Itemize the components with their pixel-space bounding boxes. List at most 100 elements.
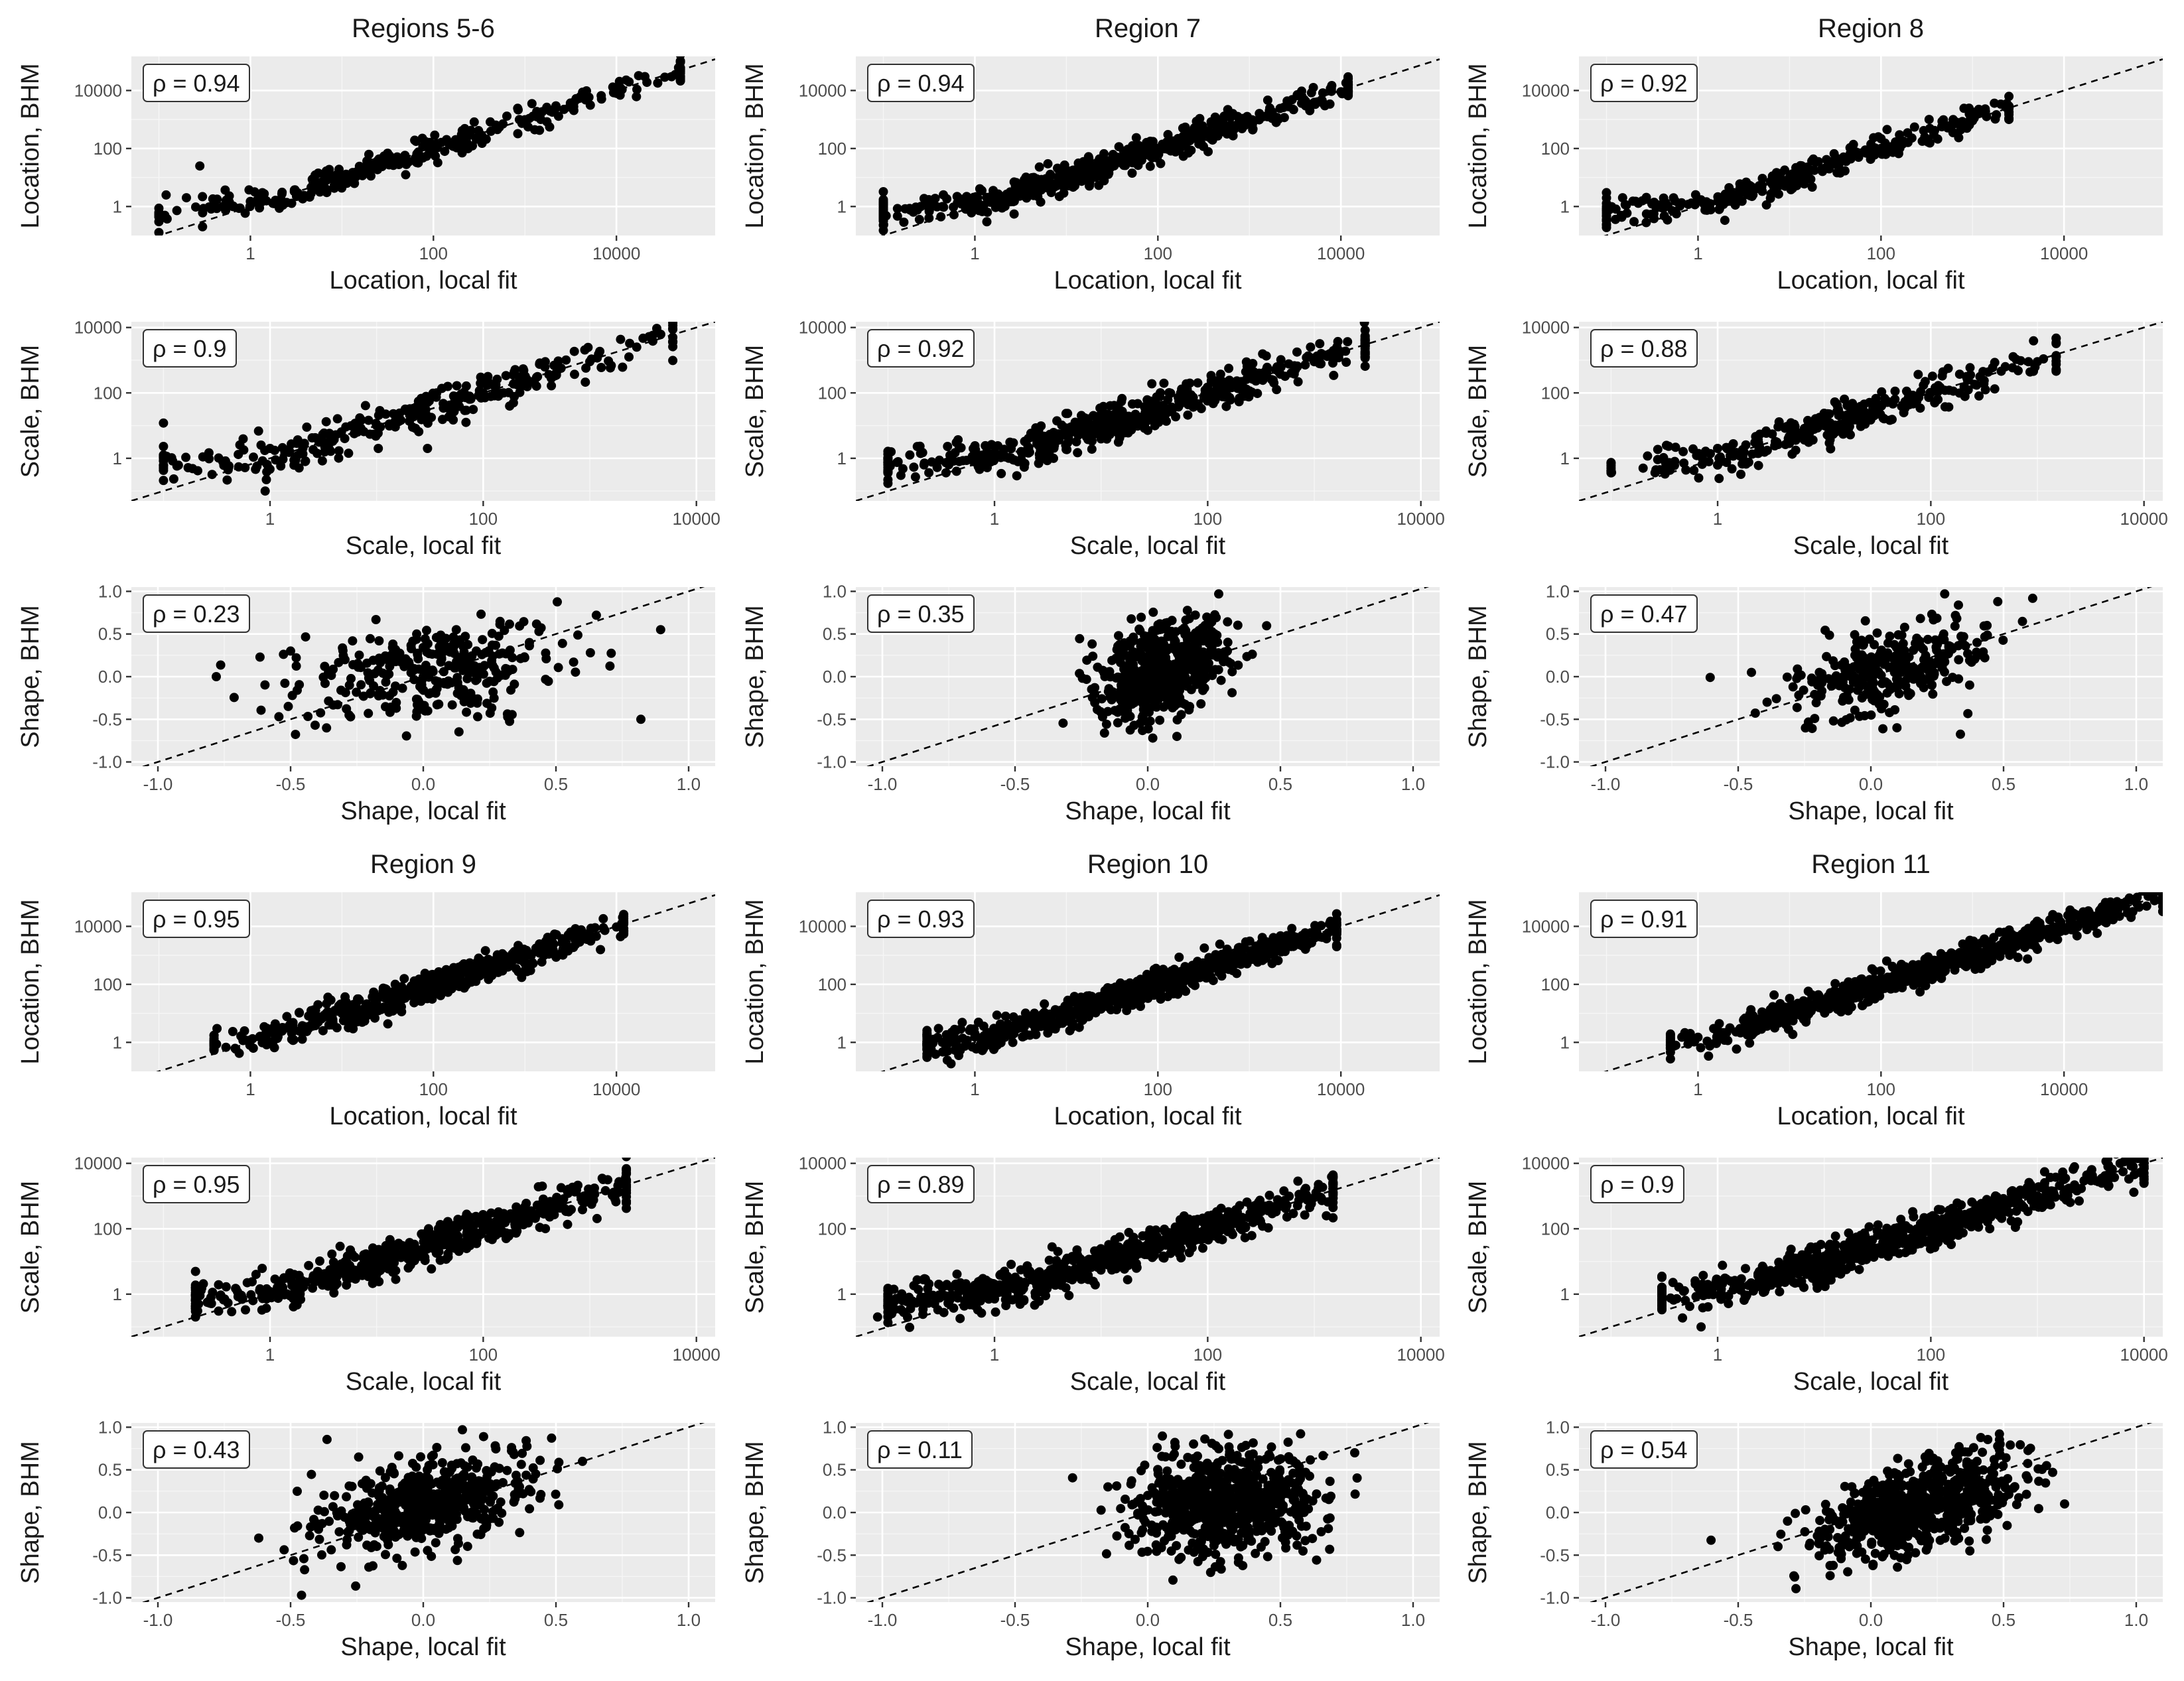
data-points [922, 909, 1341, 1069]
data-point [1004, 193, 1014, 203]
data-point [1227, 383, 1237, 393]
correlation-label-box [143, 900, 250, 938]
data-point [334, 446, 344, 456]
data-point [1602, 223, 1611, 232]
data-point [269, 198, 279, 208]
y-tick-label: 1 [837, 196, 847, 216]
data-point [892, 204, 902, 214]
data-point [190, 1304, 200, 1313]
data-point [1199, 943, 1209, 953]
data-point [571, 931, 581, 941]
data-point [514, 115, 524, 125]
data-point [1117, 397, 1126, 407]
data-point [484, 955, 493, 965]
data-point [1292, 347, 1302, 357]
data-point [922, 1049, 932, 1059]
data-point [1227, 960, 1237, 970]
data-point [2004, 92, 2014, 101]
data-point [1179, 135, 1188, 145]
data-point [332, 414, 342, 424]
correlation-label: ρ = 0.93 [877, 906, 965, 933]
data-point [1082, 429, 1092, 438]
data-point [1000, 1011, 1010, 1021]
data-point [1959, 382, 1969, 391]
data-point [285, 1020, 295, 1030]
data-point [1694, 473, 1704, 483]
data-point [632, 84, 642, 94]
data-point [1053, 163, 1062, 173]
data-point [1056, 431, 1065, 441]
data-point [596, 91, 606, 101]
x-axis-title: Scale, local fit [1793, 532, 1949, 560]
data-point [1068, 1009, 1078, 1019]
data-point [1020, 190, 1030, 200]
data-point [905, 450, 915, 460]
data-point [2004, 103, 2014, 112]
data-point [2005, 943, 2015, 953]
identity-reference-line [1579, 322, 2163, 501]
data-point [308, 444, 318, 454]
data-point [1602, 198, 1611, 208]
data-point [1243, 391, 1253, 401]
x-tick-label: 1 [245, 243, 255, 263]
data-point [1602, 210, 1611, 220]
data-point [326, 446, 336, 456]
data-point [414, 427, 424, 437]
data-point [464, 129, 474, 139]
data-point [949, 210, 959, 220]
data-point [1276, 355, 1286, 365]
data-point [595, 346, 605, 356]
data-point [212, 194, 222, 204]
data-point [1140, 984, 1150, 994]
data-point [1020, 1031, 1030, 1041]
data-point [204, 448, 214, 458]
data-point [391, 1274, 401, 1284]
data-point [1733, 196, 1742, 206]
data-point [1843, 1006, 1853, 1016]
data-point [1842, 401, 1852, 411]
data-point [1095, 403, 1105, 413]
data-point [1238, 384, 1247, 394]
data-point [530, 125, 539, 135]
data-point [400, 151, 410, 161]
data-point [282, 1012, 292, 1022]
data-point [295, 1008, 304, 1018]
data-point [1070, 181, 1079, 191]
data-point [531, 372, 541, 382]
data-point [1125, 417, 1134, 426]
data-point [582, 86, 591, 96]
data-point [1888, 399, 1898, 409]
data-point [248, 1043, 258, 1053]
data-point [401, 170, 411, 180]
y-tick-label: 1 [113, 448, 122, 468]
data-point [619, 913, 629, 923]
data-point [1194, 139, 1204, 149]
data-point [326, 995, 336, 1005]
data-point [1058, 1018, 1067, 1028]
data-point [1070, 417, 1080, 427]
data-point [292, 438, 302, 448]
data-point [1788, 1030, 1798, 1040]
data-point [1123, 145, 1132, 155]
data-point [550, 371, 560, 381]
data-point [899, 218, 909, 227]
data-point [1076, 423, 1086, 433]
correlation-label-box [867, 64, 975, 102]
data-point [1318, 88, 1328, 98]
data-point [1108, 988, 1118, 998]
data-point [1822, 411, 1832, 421]
data-point [1180, 122, 1190, 132]
data-point [439, 403, 448, 413]
data-point [399, 974, 409, 984]
data-point [1301, 97, 1311, 107]
data-point [1122, 1006, 1132, 1016]
data-point [1360, 335, 1370, 345]
data-point [1771, 437, 1780, 446]
data-point [1921, 980, 1931, 990]
data-point [1982, 111, 1992, 121]
x-axis-title: Scale, local fit [1070, 532, 1226, 560]
data-point [933, 1024, 943, 1034]
data-point [1924, 115, 1934, 125]
data-point [1183, 410, 1193, 420]
x-axis-title: Scale, local fit [346, 532, 502, 560]
